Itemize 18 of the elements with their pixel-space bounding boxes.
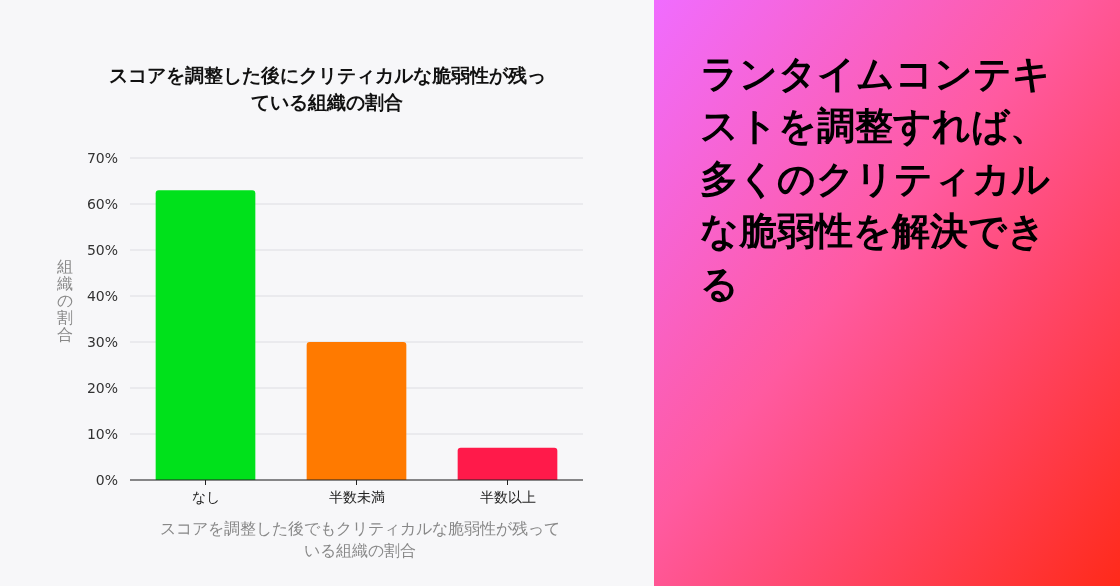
bar xyxy=(306,342,407,480)
y-tick-label: 0% xyxy=(95,472,118,488)
y-tick-label: 10% xyxy=(86,426,118,442)
x-tick-label: 半数以上 xyxy=(479,489,536,505)
y-axis-title: 組織の割合 xyxy=(56,256,73,344)
y-tick-label: 60% xyxy=(86,196,118,212)
x-tick-label: 半数未満 xyxy=(328,489,385,505)
y-tick-label: 40% xyxy=(86,288,118,304)
chart-title: スコアを調整した後にクリティカルな脆弱性が残っている組織の割合 xyxy=(107,63,547,115)
y-tick-label: 50% xyxy=(86,242,118,258)
y-tick-label: 20% xyxy=(86,380,118,396)
y-tick-label: 70% xyxy=(86,150,118,166)
x-axis-title: スコアを調整した後でもクリティカルな脆弱性が残っている組織の割合 xyxy=(160,518,560,563)
bar xyxy=(457,447,558,480)
x-tick-label: なし xyxy=(191,489,220,505)
bar xyxy=(155,190,256,480)
text: ランタイムコンテキストを調整すれば、多くのクリティカルな脆弱性を解決できる xyxy=(700,51,1052,308)
y-tick-label: 30% xyxy=(86,334,118,350)
